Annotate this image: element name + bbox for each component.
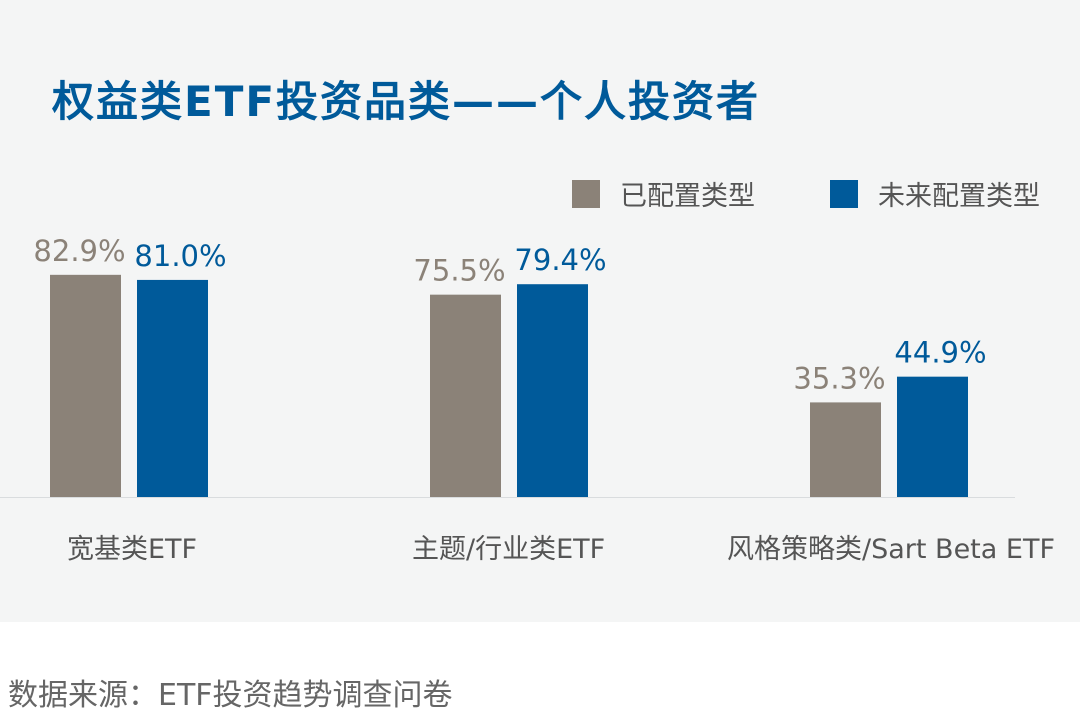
- legend-item-future: 未来配置类型: [830, 174, 1040, 213]
- data-label-future-0: 81.0%: [134, 239, 226, 273]
- bar-future-0: [137, 279, 208, 497]
- data-label-configured-1: 75.5%: [413, 254, 505, 288]
- bar-future-1: [517, 284, 588, 497]
- bar-chart: 82.9% 81.0% 宽基类ETF 75.5% 79.4% 主题/行业类ETF 35.3%…: [0, 234, 1055, 565]
- data-label-configured-0: 82.9%: [33, 234, 125, 268]
- data-label-future-2: 44.9%: [894, 336, 986, 370]
- category-label-0: 宽基类ETF: [67, 534, 197, 565]
- category-label-2: 风格策略类/Sart Beta ETF: [727, 534, 1055, 565]
- data-label-configured-2: 35.3%: [793, 361, 885, 395]
- bar-configured-1: [430, 294, 501, 497]
- legend-swatch-future: [830, 179, 858, 208]
- chart-title: 权益类ETF投资品类——个人投资者: [52, 77, 761, 126]
- legend-swatch-configured: [572, 179, 600, 208]
- category-label-1: 主题/行业类ETF: [412, 534, 605, 565]
- bar-future-2: [897, 376, 968, 497]
- bar-configured-0: [50, 274, 121, 497]
- data-label-future-1: 79.4%: [514, 243, 606, 277]
- legend-item-configured: 已配置类型: [572, 174, 755, 213]
- bar-configured-2: [810, 402, 881, 497]
- data-source-note: 数据来源：ETF投资趋势调查问卷: [8, 678, 453, 713]
- legend-label-future: 未来配置类型: [878, 181, 1040, 212]
- legend-label-configured: 已配置类型: [620, 181, 755, 212]
